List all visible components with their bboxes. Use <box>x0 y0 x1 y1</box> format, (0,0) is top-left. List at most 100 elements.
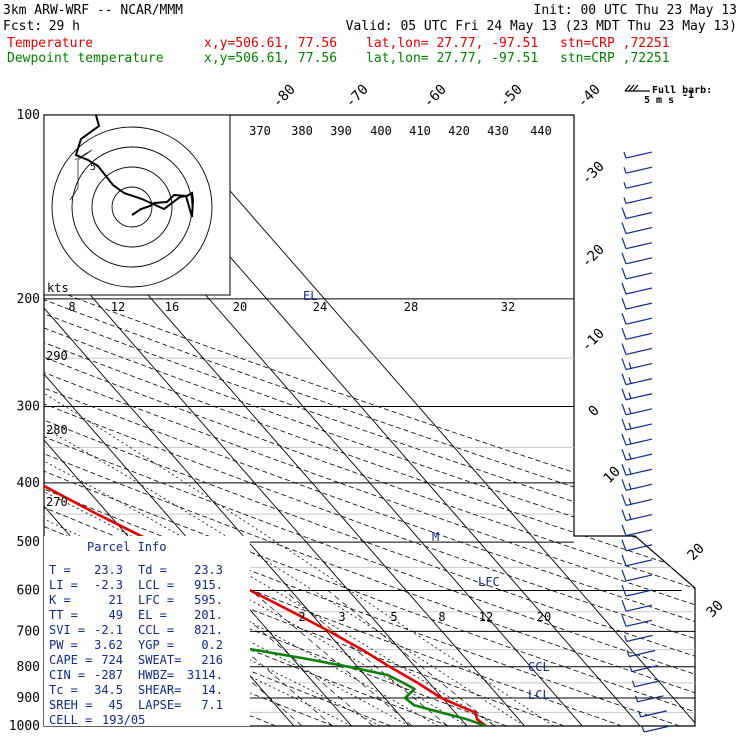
theta-label: 430 <box>487 124 509 138</box>
parcel-info-cell: LAPSE= <box>138 698 181 712</box>
moist-adiabat <box>44 270 525 726</box>
parcel-info-cell: LI = <box>49 578 78 592</box>
valid-time: Valid: 05 UTC Fri 24 May 13 (23 MDT Thu … <box>346 19 737 34</box>
barb-legend-exponent: -1 <box>682 90 694 101</box>
dewpoint-line <box>44 115 487 726</box>
dry-adiabat <box>44 115 695 726</box>
parcel-info-cell-label: CELL = <box>49 713 92 727</box>
wind-barb <box>621 207 653 220</box>
parcel-info-cell: SVI = <box>49 623 85 637</box>
wind-barb <box>621 524 653 537</box>
theta-left-label: 290 <box>46 349 68 363</box>
model-title: 3km ARW-WRF -- NCAR/MMM <box>3 3 183 18</box>
dry-adiabat <box>44 115 695 726</box>
theta-label: 420 <box>448 124 470 138</box>
moist-adiabat <box>44 270 554 726</box>
mixing-ratio-bottom-label: 5 <box>390 610 397 624</box>
temperature-tick-label: -60 <box>421 82 450 111</box>
wind-barb <box>641 725 671 733</box>
wind-barb <box>621 313 653 325</box>
parcel-info-cell: 21 <box>109 593 123 607</box>
temperature-tick-label: 20 <box>685 541 708 564</box>
dry-adiabat <box>44 115 695 726</box>
wind-barb <box>623 166 653 174</box>
wind-barb <box>621 328 653 340</box>
dry-adiabat <box>44 115 695 726</box>
barb-legend: Full barb: 5 m s -1 <box>624 84 712 106</box>
parcel-info-cell: 3.62 <box>94 638 123 652</box>
pressure-label: 500 <box>17 535 40 550</box>
dewpoint-station: stn=CRP ,72251 <box>560 51 670 66</box>
wind-barb <box>621 252 653 265</box>
mixing-ratio-line <box>283 590 448 726</box>
hodograph-ring <box>91 166 173 248</box>
temperature-tick-label: -30 <box>579 159 608 188</box>
parcel-info-cell: PW = <box>49 638 78 652</box>
parcel-info-cell: 14. <box>201 683 223 697</box>
mixing-ratio-top-label: 24 <box>313 300 327 314</box>
parcel-info-cell: SHEAR= <box>138 683 181 697</box>
parcel-info-cell: K = <box>49 593 71 607</box>
theta-label: 380 <box>291 124 313 138</box>
wind-barb <box>621 222 653 235</box>
hodograph-ring-label: 5 <box>90 162 96 173</box>
mixing-ratio-line <box>327 590 495 726</box>
parcel-info-title: Parcel Info <box>87 540 166 554</box>
isotherm-line <box>44 115 468 726</box>
parcel-info-cell: 49 <box>109 608 123 622</box>
pressure-label: 800 <box>17 660 40 675</box>
ccl-marker: CCL <box>528 660 550 674</box>
pressure-label: 100 <box>17 108 40 123</box>
init-time: Init: 00 UTC Thu 23 May 13 <box>534 3 738 18</box>
wind-barb <box>621 539 653 552</box>
mixing-ratio-top-label: 16 <box>165 300 179 314</box>
barb-legend-units: 5 m s <box>644 95 674 106</box>
theta-left-label: 270 <box>46 495 68 509</box>
parcel-info-cell: 34.5 <box>94 683 123 697</box>
wind-barb <box>621 615 653 627</box>
dry-adiabat <box>44 115 695 726</box>
parcel-info-cell: 821. <box>194 623 223 637</box>
wind-barb <box>621 418 653 431</box>
mixing-ratio-bottom-label: 3 <box>338 610 345 624</box>
pressure-label: 700 <box>17 624 40 639</box>
parcel-info-cell: SREH = <box>49 698 92 712</box>
parcel-info-cell: 0.2 <box>201 638 223 652</box>
mixing-ratio-top-label: 8 <box>68 300 75 314</box>
mixing-ratio-top-label: 32 <box>501 300 515 314</box>
lcl-marker: LCL <box>528 688 550 702</box>
pressure-label: 600 <box>17 583 40 598</box>
isotherm-line <box>0 115 5 726</box>
mixing-ratio-top-label: 20 <box>233 300 247 314</box>
parcel-info-cell: 216 <box>201 653 223 667</box>
dry-adiabat <box>44 115 695 726</box>
wind-barb <box>621 569 653 582</box>
wind-barb <box>624 634 653 642</box>
forecast-label: Fcst: <box>3 19 42 34</box>
pressure-label: 200 <box>17 292 40 307</box>
isotherm-line <box>44 115 410 726</box>
parcel-info-panel: Parcel Info CELL = 193/05 T = 23.3 Td = 23.… <box>44 536 250 727</box>
parcel-info-cell: 3114. <box>187 668 223 682</box>
dewpoint-latlon: lat,lon= 27.77, -97.51 <box>366 51 538 66</box>
temperature-tick-label: -40 <box>575 82 604 111</box>
parcel-info-cell: 724 <box>101 653 123 667</box>
parcel-info-cell-value: 193/05 <box>102 713 145 727</box>
dry-adiabat <box>44 115 695 726</box>
dry-adiabat <box>44 115 695 726</box>
mixing-ratio-bottom-label: 8 <box>438 610 445 624</box>
parcel-info-cell: 595. <box>194 593 223 607</box>
hodograph-ring <box>51 126 213 288</box>
wind-barb <box>621 509 653 522</box>
moist-adiabat <box>44 270 381 726</box>
temperature-tick-label: 30 <box>704 598 727 621</box>
wind-barb <box>621 584 653 597</box>
wind-barb <box>621 237 653 250</box>
wind-barb <box>621 343 653 356</box>
temperature-latlon: lat,lon= 27.77, -97.51 <box>366 36 538 51</box>
isotherm-line <box>44 115 352 726</box>
el-marker: EL <box>303 289 317 303</box>
parcel-info-cell: EL = <box>138 608 167 622</box>
wind-barb <box>623 151 653 159</box>
